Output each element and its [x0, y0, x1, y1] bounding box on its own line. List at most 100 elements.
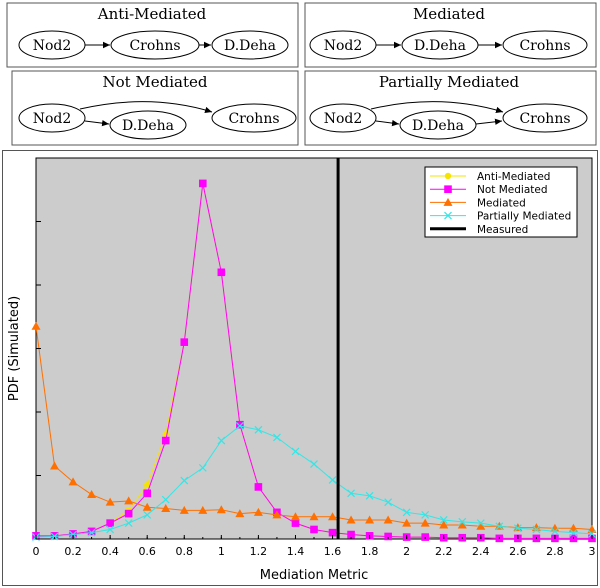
diagram-mediated: Mediated Nod2 D.Deha Crohns [304, 2, 597, 68]
pdf-chart: 0 0.2 0.4 0.6 0.8 1 1.2 1.4 1.6 1.8 2 2.2 2.4 2.6 2.8 3… [7, 157, 597, 583]
node-label: D.Deha [414, 38, 466, 54]
data-point [106, 525, 115, 534]
dag-diagrams: Anti-Mediated Nod2 Crohns D.Deha Mediate… [6, 2, 597, 146]
data-point [87, 527, 96, 536]
data-point [365, 491, 374, 500]
data-point [458, 517, 467, 526]
node-crohns [211, 103, 297, 133]
data-point [310, 525, 318, 534]
data-point [328, 512, 338, 521]
x-tick-label: 2.2 [435, 545, 453, 558]
y-axis [36, 157, 41, 540]
data-point [162, 431, 169, 438]
data-point [383, 515, 393, 524]
node-label: Nod2 [33, 111, 72, 127]
series-partially-mediated [32, 422, 596, 542]
diagram-partially-mediated: Partially Mediated Nod2 D.Deha Crohns [304, 70, 597, 146]
x-tick-label: 0.8 [176, 545, 194, 558]
node-crohns [502, 103, 588, 133]
data-point [198, 505, 208, 514]
legend-item: Measured [430, 224, 528, 236]
data-point [217, 268, 226, 277]
node-label: Crohns [129, 38, 180, 54]
node-label: Crohns [519, 38, 570, 54]
data-point [402, 508, 411, 517]
x-tick-label: 0.6 [138, 545, 156, 558]
data-point [161, 495, 170, 504]
legend-marker [444, 185, 452, 193]
node-label: Crohns [228, 111, 279, 127]
data-point [513, 524, 522, 533]
data-point [198, 463, 207, 472]
data-point [124, 496, 134, 505]
data-point [439, 516, 448, 524]
data-point [513, 523, 523, 532]
data-point [254, 483, 263, 491]
data-point [291, 519, 300, 527]
x-tick-label: 0.2 [64, 545, 82, 558]
legend-label: Mediated [477, 197, 526, 209]
x-tick-label: 2.4 [472, 545, 490, 558]
data-point [106, 519, 114, 527]
x-tick-label: 1.4 [287, 545, 305, 558]
legend-item: Not Mediated [430, 184, 548, 196]
legend-label: Anti-Mediated [477, 171, 550, 183]
node-ddeha [109, 110, 187, 140]
data-point [216, 505, 226, 514]
data-point [253, 507, 263, 516]
data-point [236, 420, 244, 429]
edge-arrow [79, 101, 213, 114]
edge-arrow [375, 119, 400, 127]
data-point [68, 477, 78, 486]
data-point [180, 476, 189, 485]
data-point [532, 525, 541, 534]
legend-label: Not Mediated [477, 184, 548, 196]
data-point [365, 515, 375, 524]
node-ddeha [211, 30, 289, 60]
data-point [199, 179, 207, 188]
diagram-title: Anti-Mediated [97, 5, 207, 23]
data-point [143, 510, 152, 519]
x-tick-label: 1.6 [324, 545, 342, 558]
node-nod2 [309, 103, 377, 133]
edge-arrow [370, 101, 504, 114]
x-tick-label: 2.6 [509, 545, 527, 558]
node-label: Nod2 [33, 38, 72, 54]
data-point [124, 509, 133, 518]
data-point [328, 476, 337, 484]
legend-marker [444, 211, 452, 220]
diagram-title: Not Mediated [102, 73, 207, 91]
data-point [124, 519, 133, 528]
data-point [87, 490, 97, 499]
data-point [235, 422, 244, 430]
diagram-anti-mediated: Anti-Mediated Nod2 Crohns D.Deha [6, 2, 299, 68]
data-point [290, 512, 300, 521]
x-tick-label: 0.4 [101, 545, 119, 558]
y-axis-label: PDF (Simulated) [7, 296, 22, 401]
x-tick-label: 1.8 [361, 545, 379, 558]
data-point [50, 532, 59, 541]
data-point [309, 512, 319, 521]
data-point [105, 497, 115, 506]
node-label: D.Deha [224, 38, 276, 54]
data-point [161, 436, 170, 445]
data-point [144, 481, 151, 489]
node-label: Nod2 [324, 38, 363, 54]
data-point [420, 518, 430, 527]
node-nod2 [18, 103, 86, 133]
legend-marker [444, 172, 452, 180]
legend-label: Measured [477, 224, 528, 236]
x-tick-label: 1 [218, 545, 225, 558]
x-tick-label: 0 [33, 545, 40, 558]
data-point [310, 460, 318, 468]
diagram-not-mediated: Not Mediated Nod2 D.Deha Crohns [11, 70, 299, 146]
x-tick-label: 2 [403, 545, 410, 558]
data-point [272, 510, 282, 519]
data-point [291, 447, 300, 456]
x-axis-label: Mediation Metric [260, 568, 369, 583]
data-point [476, 521, 486, 530]
data-point [495, 522, 504, 531]
data-point [402, 518, 412, 527]
data-point [384, 498, 393, 507]
data-point [161, 504, 171, 513]
